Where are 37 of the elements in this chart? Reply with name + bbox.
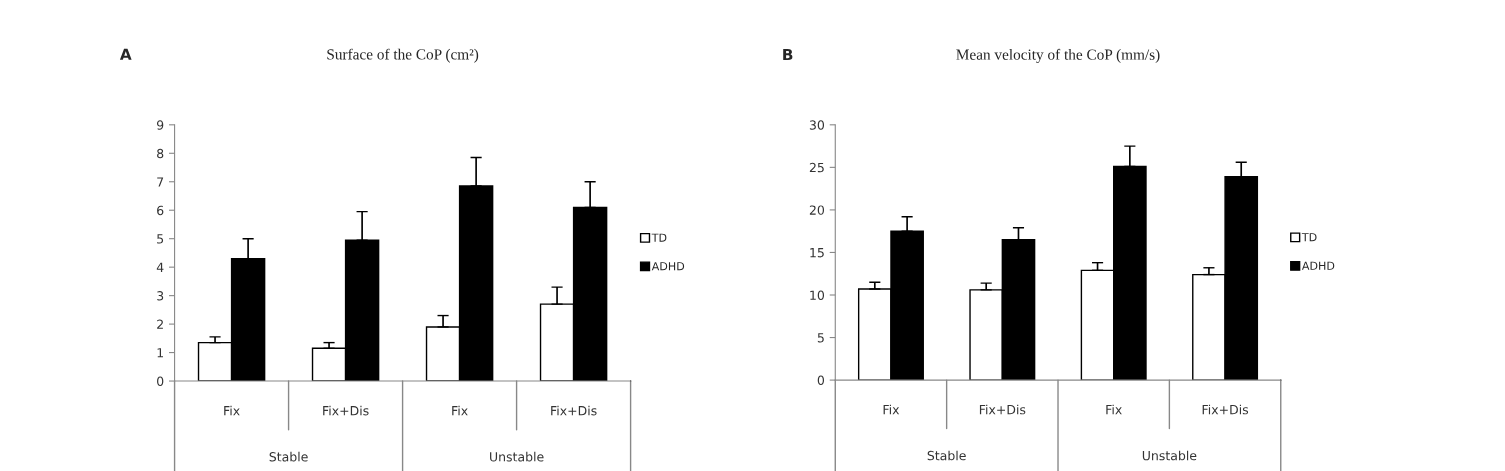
y-tick-label: 15 (810, 248, 824, 258)
y-tick-label: 7 (157, 177, 164, 187)
y-tick-label: 9 (157, 120, 164, 130)
y-tick-label: 6 (157, 205, 164, 216)
x-tick-label: Fix+Dis (551, 405, 597, 416)
legend-label: TD (651, 233, 667, 242)
y-tick-label: 1 (157, 348, 164, 358)
x-tick-label: Fix (883, 404, 900, 415)
text: Stable (927, 450, 966, 461)
y-tick-label: 4 (156, 262, 164, 272)
y-tick-label: 2 (157, 319, 163, 329)
x-tick-label: Fix+Dis (979, 404, 1026, 415)
x-tick-label: Fix (224, 405, 240, 416)
text: A (119, 48, 132, 60)
text: B (783, 48, 793, 61)
legend-label: TD (1301, 233, 1317, 242)
y-tick-label: 3 (157, 291, 164, 301)
chart-title: Surface of the CoP (cm²) (327, 48, 479, 63)
y-tick-label: 20 (809, 205, 825, 215)
y-tick-label: 10 (810, 290, 825, 300)
chart-title: Mean velocity of the CoP (mm/s) (956, 48, 1160, 63)
legend-label: ADHD (651, 262, 685, 271)
y-tick-label: 0 (817, 375, 825, 386)
text: Unstable (1142, 450, 1197, 461)
text: Unstable (490, 451, 544, 462)
text: Stable (269, 451, 308, 462)
y-tick-label: 5 (157, 234, 164, 244)
x-tick-label: Fix+Dis (1202, 404, 1249, 415)
y-tick-label: 8 (157, 148, 164, 159)
y-tick-label: 0 (157, 376, 164, 386)
legend-label: ADHD (1301, 261, 1335, 270)
x-tick-label: Fix (1106, 404, 1122, 415)
y-tick-label: 5 (817, 333, 824, 343)
y-tick-label: 25 (809, 162, 824, 173)
y-tick-label: 30 (809, 120, 825, 130)
x-tick-label: Fix (452, 405, 468, 416)
x-tick-label: Fix+Dis (323, 405, 369, 416)
